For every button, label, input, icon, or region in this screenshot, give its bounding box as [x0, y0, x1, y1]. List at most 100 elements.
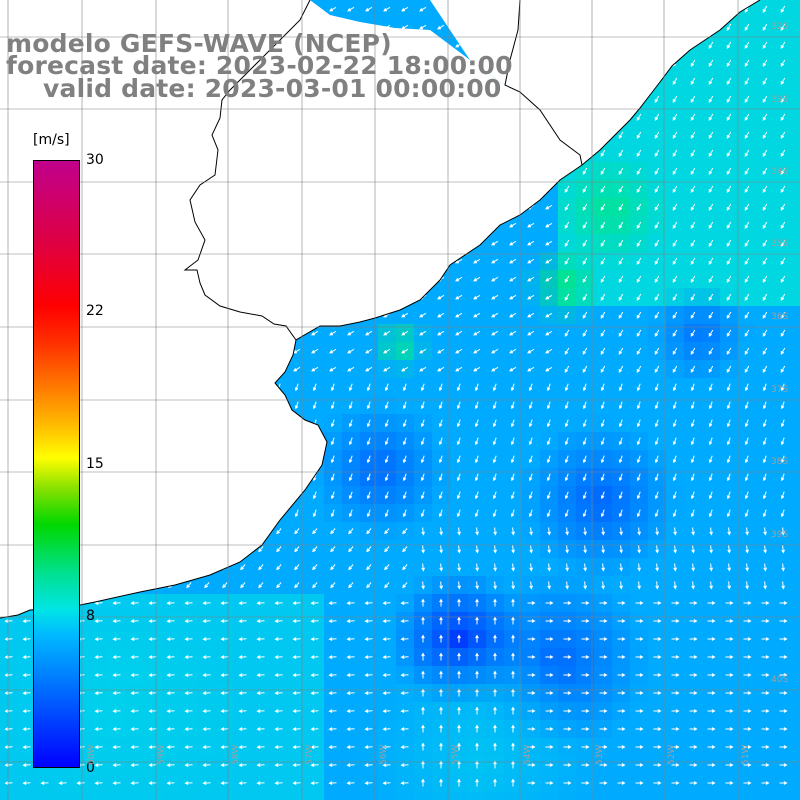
wind-arrow — [439, 706, 443, 715]
wind-arrow — [438, 419, 443, 428]
wind-arrow — [743, 619, 752, 623]
wind-arrow — [292, 745, 301, 749]
wind-arrow — [529, 527, 533, 536]
wind-arrow — [762, 383, 767, 392]
wind-arrow — [347, 366, 355, 372]
wind-arrow — [455, 312, 463, 318]
wind-arrow — [312, 509, 317, 518]
wind-arrow — [364, 619, 373, 623]
wind-arrow — [581, 637, 590, 641]
wind-arrow — [581, 763, 590, 767]
wind-arrow — [330, 383, 335, 392]
wind-speed-cell — [594, 792, 613, 800]
wind-speed-cell — [180, 792, 199, 800]
wind-arrow — [690, 77, 696, 85]
wind-arrow — [780, 329, 786, 337]
wind-arrow — [761, 709, 770, 713]
wind-arrow — [689, 655, 698, 659]
wind-arrow — [493, 634, 497, 643]
wind-arrow — [493, 742, 497, 751]
wind-arrow — [238, 637, 247, 641]
lat-label-40s: 40S — [771, 675, 789, 685]
wind-arrow — [346, 781, 355, 785]
wind-arrow — [421, 616, 425, 625]
wind-arrow — [725, 781, 734, 785]
wind-arrow — [421, 581, 425, 590]
wind-arrow — [780, 41, 786, 49]
wind-arrow — [348, 419, 353, 428]
wind-arrow — [94, 781, 103, 785]
wind-arrow — [438, 473, 443, 482]
wind-arrow — [58, 781, 67, 785]
wind-arrow — [419, 312, 427, 318]
wind-arrow — [491, 294, 499, 300]
wind-arrow — [726, 329, 732, 337]
wind-arrow — [184, 673, 193, 677]
lat-label-37s: 37S — [771, 385, 789, 395]
wind-arrow — [545, 348, 553, 354]
wind-arrow — [726, 185, 732, 193]
wind-arrow — [130, 709, 139, 713]
wind-arrow — [545, 601, 554, 605]
wind-arrow — [690, 221, 696, 229]
wind-speed-cell — [468, 792, 487, 800]
lon-label-60w: 60W — [87, 744, 97, 765]
wind-arrow — [475, 616, 479, 625]
wind-arrow — [382, 673, 391, 677]
wind-arrow — [744, 383, 749, 392]
wind-arrow — [726, 401, 731, 410]
wind-arrow — [220, 619, 229, 623]
wind-arrow — [238, 601, 247, 605]
wind-arrow — [653, 673, 662, 677]
wind-arrow — [4, 637, 13, 641]
wind-arrow — [148, 727, 157, 731]
wind-arrow — [582, 365, 588, 373]
wind-speed-cell — [792, 288, 800, 307]
wind-arrow — [690, 59, 696, 67]
wind-arrow — [726, 77, 732, 85]
wind-arrow — [708, 455, 713, 464]
wind-arrow — [707, 745, 716, 749]
wind-arrow — [654, 419, 659, 428]
wind-arrow — [184, 655, 193, 659]
wind-arrow — [456, 437, 461, 446]
wind-speed-cell — [792, 594, 800, 613]
wind-arrow — [618, 401, 623, 410]
wind-arrow — [94, 745, 103, 749]
wind-arrow — [457, 652, 461, 661]
wind-arrow — [726, 149, 732, 157]
wind-arrow — [457, 581, 461, 590]
wind-arrow — [563, 781, 572, 785]
lat-label-39s: 39S — [771, 530, 789, 540]
wind-arrow — [672, 491, 677, 500]
wind-arrow — [329, 330, 337, 336]
wind-arrow — [726, 383, 731, 392]
wind-arrow — [600, 203, 606, 211]
wind-arrow — [274, 709, 283, 713]
wind-arrow — [635, 619, 644, 623]
wind-arrow — [671, 745, 680, 749]
wind-arrow — [762, 185, 768, 193]
wind-arrow — [581, 745, 590, 749]
wind-arrow — [511, 634, 515, 643]
wind-arrow — [402, 528, 408, 535]
wind-speed-cell — [18, 792, 37, 800]
wind-arrow — [564, 329, 570, 337]
wind-arrow — [328, 619, 337, 623]
wind-arrow — [437, 24, 445, 30]
wind-arrow — [420, 509, 425, 518]
wind-arrow — [780, 185, 786, 193]
wind-arrow — [671, 727, 680, 731]
wind-arrow — [148, 691, 157, 695]
wind-arrow — [365, 348, 373, 354]
wind-arrow — [509, 366, 517, 372]
wind-arrow — [707, 691, 716, 695]
wind-arrow — [673, 545, 677, 554]
wind-arrow — [726, 167, 732, 175]
wind-arrow — [166, 727, 175, 731]
wind-arrow — [258, 546, 264, 553]
wind-arrow — [184, 709, 193, 713]
wind-arrow — [619, 545, 623, 554]
wind-arrow — [690, 293, 696, 301]
